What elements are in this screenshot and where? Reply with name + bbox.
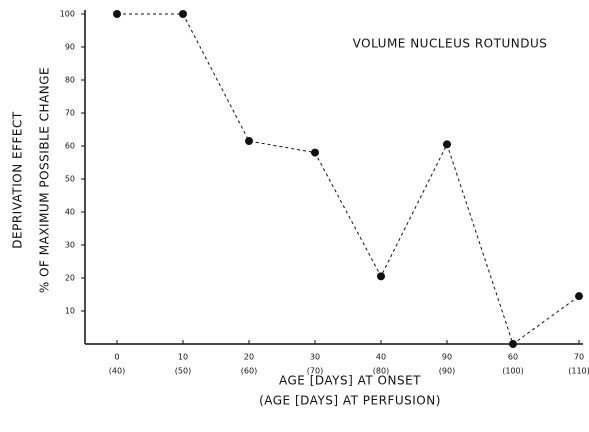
x-tick-label: 0 xyxy=(114,353,119,362)
data-point xyxy=(179,10,187,18)
x-tick-label: (100) xyxy=(502,367,524,376)
y-tick-label: 70 xyxy=(65,109,75,118)
x-tick-label: 90 xyxy=(442,353,452,362)
y-tick-label: 50 xyxy=(65,175,75,184)
y-tick-label: 60 xyxy=(65,142,75,151)
data-point xyxy=(443,140,451,149)
y-axis-label: % OF MAXIMUM POSSIBLE CHANGE xyxy=(38,67,52,293)
data-point xyxy=(311,148,319,157)
x-tick-label: 70 xyxy=(574,353,584,362)
x-tick-label: (70) xyxy=(307,367,323,376)
x-tick-label: 60 xyxy=(508,353,518,362)
data-point xyxy=(575,292,583,301)
data-point xyxy=(377,272,385,281)
chart-title: VOLUME NUCLEUS ROTUNDUS xyxy=(353,37,548,51)
x-tick-label: (90) xyxy=(439,367,455,376)
x-tick-label: 30 xyxy=(310,353,320,362)
x-tick-label: (80) xyxy=(373,367,389,376)
x-tick-label: (110) xyxy=(568,367,589,376)
x-tick-label: (40) xyxy=(109,367,125,376)
data-point xyxy=(509,340,517,348)
y-tick-label: 30 xyxy=(65,241,75,250)
x-tick-label: 40 xyxy=(376,353,386,362)
x-tick-label: 20 xyxy=(244,353,254,362)
y-tick-label: 40 xyxy=(65,208,75,217)
x-axis-label: AGE [DAYS] AT ONSET xyxy=(279,374,421,388)
y-tick-label: 90 xyxy=(65,43,75,52)
x-tick-label: (50) xyxy=(175,367,191,376)
x-axis-label: (AGE [DAYS] AT PERFUSION) xyxy=(259,394,441,408)
data-point xyxy=(113,10,121,18)
y-tick-label: 20 xyxy=(65,274,75,283)
y-axis-label: DEPRIVATION EFFECT xyxy=(11,111,25,249)
x-tick-label: 10 xyxy=(178,353,188,362)
y-tick-label: 100 xyxy=(60,10,75,19)
y-tick-label: 80 xyxy=(65,76,75,85)
y-tick-label: 10 xyxy=(65,307,75,316)
data-line xyxy=(117,13,580,345)
data-point xyxy=(245,137,253,146)
x-tick-label: (60) xyxy=(241,367,257,376)
